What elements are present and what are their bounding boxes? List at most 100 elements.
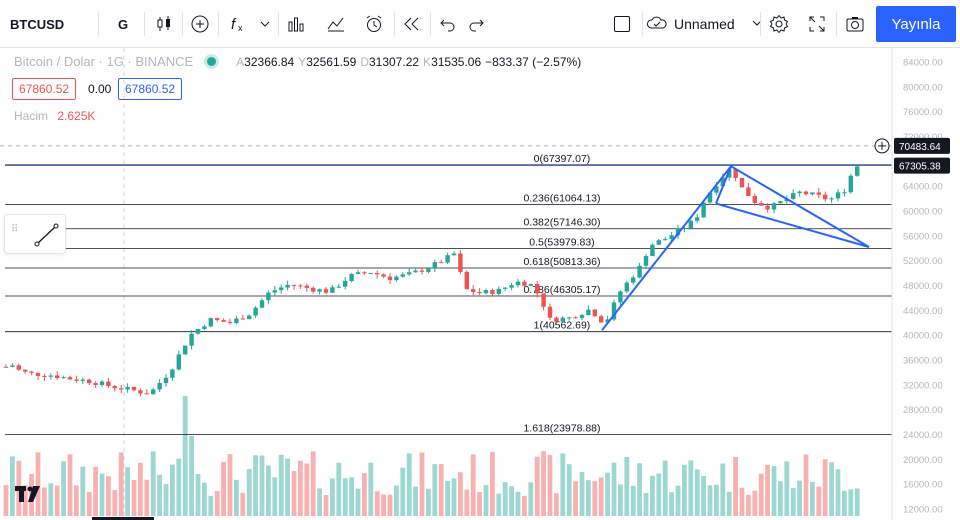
sell-price-button[interactable]: 67860.52 — [12, 78, 77, 100]
trend-line[interactable] — [715, 165, 732, 204]
volume-bar — [573, 481, 578, 516]
interval-button[interactable]: G — [117, 16, 129, 32]
price-chart[interactable]: 0(67397.07) 0.236(61064.13) 0.382(57146.30… — [0, 48, 960, 520]
volume-bar — [758, 473, 764, 516]
trend-line[interactable] — [715, 202, 870, 248]
settings-icon[interactable] — [765, 10, 793, 38]
candles-icon[interactable] — [150, 10, 178, 38]
add-indicator-icon[interactable] — [186, 10, 214, 38]
candle-body — [55, 375, 60, 379]
candle-body — [381, 274, 386, 277]
candle-body — [317, 289, 322, 292]
fib-level-label: 1.618(23978.88) — [523, 423, 600, 435]
candle-body — [503, 287, 508, 289]
volume-bar — [74, 485, 79, 516]
publish-button[interactable]: Yayınla — [876, 6, 956, 42]
fib-level-label: 0(67397.07) — [534, 153, 591, 165]
volume-bar — [118, 452, 124, 516]
scroll-indicator[interactable] — [92, 517, 154, 520]
candle-body — [803, 191, 809, 195]
volume-bar — [816, 486, 822, 516]
volume-bar — [829, 462, 834, 516]
tradingview-logo[interactable] — [14, 482, 44, 506]
candle-body — [515, 281, 521, 286]
template-icon[interactable] — [282, 10, 310, 38]
volume-bar — [278, 454, 284, 516]
volume-bar — [464, 489, 470, 516]
crosshair-price-tag — [894, 137, 950, 154]
candle-body — [541, 293, 546, 307]
candle-body — [291, 284, 297, 286]
volume-bar — [426, 488, 431, 516]
volume-bar — [605, 472, 610, 516]
redo-icon[interactable] — [462, 10, 490, 38]
candle-body — [522, 281, 527, 286]
undo-icon[interactable] — [434, 10, 462, 38]
buy-price-button[interactable]: 67860.52 — [118, 78, 183, 100]
volume-bar — [438, 464, 444, 516]
trend-line[interactable] — [601, 165, 732, 331]
price-axis-tick: 56000.00 — [903, 231, 943, 242]
candle-body — [688, 220, 693, 229]
volume-bar — [624, 457, 630, 516]
volume-bar — [797, 480, 802, 516]
volume-bar — [22, 485, 28, 516]
symbol-search[interactable]: BTCUSD — [10, 16, 65, 32]
candle-body — [842, 192, 847, 194]
candle-body — [490, 290, 495, 294]
drag-handle-icon[interactable]: ⠿ — [11, 224, 19, 235]
candle-body — [87, 379, 92, 384]
compare-icon[interactable] — [322, 10, 350, 38]
trend-line-icon[interactable] — [33, 221, 61, 249]
candle-body — [387, 276, 393, 281]
candle-body — [765, 205, 770, 210]
volume-bar — [822, 459, 828, 516]
volume-bar — [202, 482, 207, 516]
layout-icon[interactable] — [608, 10, 636, 38]
chevron-down-icon[interactable] — [256, 10, 274, 38]
chart-area[interactable]: 0(67397.07) 0.236(61064.13) 0.382(57146.30… — [0, 48, 960, 520]
ohlc-key: K — [423, 54, 432, 69]
price-axis-tick: 12000.00 — [903, 505, 943, 516]
volume-bar — [342, 478, 348, 516]
candle-body — [695, 217, 700, 221]
candle-body — [624, 282, 629, 292]
volume-bar — [643, 492, 649, 516]
candle-body — [554, 317, 559, 322]
alert-icon[interactable] — [360, 10, 388, 38]
price-axis[interactable] — [892, 48, 960, 520]
price-axis-tick: 84000.00 — [903, 58, 943, 69]
volume-bar — [67, 454, 73, 516]
trend-line[interactable] — [730, 165, 870, 248]
price-axis-tick: 64000.00 — [903, 182, 943, 193]
add-alert-icon[interactable] — [874, 138, 890, 154]
snapshot-icon[interactable] — [841, 10, 869, 38]
price-axis-tick: 48000.00 — [903, 281, 943, 292]
volume-bar — [189, 436, 194, 516]
candle-body — [656, 240, 661, 245]
candle-body — [125, 386, 130, 390]
candle-body — [650, 244, 655, 257]
volume-value: 2.625K — [57, 109, 96, 123]
ohlc-value: 31307.22 — [368, 54, 420, 69]
legend: Bitcoin / Dolar · 1G · BINANCE A32366.84… — [14, 54, 585, 69]
volume-bar — [355, 488, 361, 516]
candle-body — [823, 194, 828, 200]
price-axis-tick: 40000.00 — [903, 331, 943, 342]
fullscreen-icon[interactable] — [803, 10, 831, 38]
cloud-icon — [646, 15, 668, 34]
replay-icon[interactable] — [398, 10, 426, 38]
fib-level-label: 1(40562.69) — [534, 320, 591, 332]
candle-body — [496, 288, 501, 294]
ohlc-key: D — [360, 54, 369, 69]
chart-layout-menu[interactable]: Unnamed — [646, 10, 762, 38]
toolbar-divider — [218, 12, 219, 36]
candle-body — [330, 287, 335, 293]
drawing-toolbar[interactable]: ⠿ — [4, 214, 66, 254]
volume-bar — [330, 478, 335, 516]
candle-body — [247, 315, 252, 320]
volume-bar — [99, 473, 105, 516]
volume-bar — [266, 465, 271, 516]
candle-body — [311, 287, 316, 292]
